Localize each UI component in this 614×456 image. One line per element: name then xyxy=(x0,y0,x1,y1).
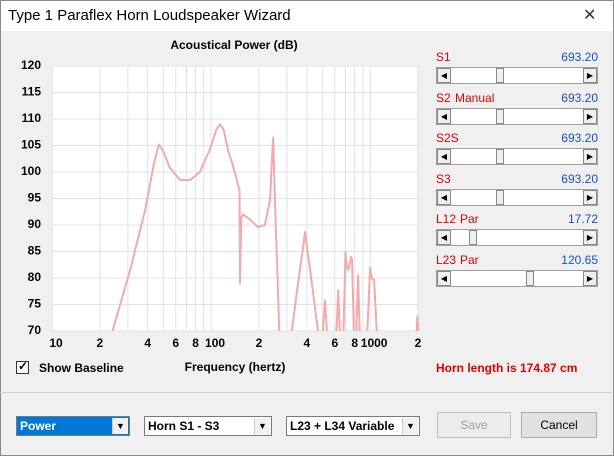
y-tick-label: 110 xyxy=(22,111,42,125)
slider-label: S2 xyxy=(436,90,451,105)
slider-label: S2S xyxy=(436,131,459,145)
curve xyxy=(111,123,419,332)
x-tick-label: 1000 xyxy=(361,336,388,350)
x-tick-label: 4 xyxy=(144,336,151,350)
dropdown-value: Power xyxy=(20,419,57,433)
x-tick-label: 10 xyxy=(49,336,63,350)
dropdown-value: L23 + L34 Variable xyxy=(290,419,395,433)
cancel-button[interactable]: Cancel xyxy=(521,412,597,438)
slider-thumb[interactable] xyxy=(496,68,504,83)
slider-right-arrow[interactable]: ▶ xyxy=(583,68,597,83)
x-axis-label: Frequency (hertz) xyxy=(185,360,286,374)
slider-track[interactable]: ◀ ▶ xyxy=(436,229,598,246)
x-tick-label: 2 xyxy=(97,336,104,350)
dropdown-value: Horn S1 - S3 xyxy=(148,419,220,433)
slider-label: S1 xyxy=(436,50,451,64)
slider-left-arrow[interactable]: ◀ xyxy=(437,108,451,124)
x-tick-label: 4 xyxy=(303,336,310,350)
slider-value: 17.72 xyxy=(567,212,598,226)
slider-mode: Par xyxy=(460,252,479,267)
y-tick-label: 85 xyxy=(28,244,42,258)
x-tick-label: 8 xyxy=(192,336,199,350)
slider-thumb[interactable] xyxy=(526,270,534,286)
slider-left-arrow[interactable]: ◀ xyxy=(437,68,451,83)
y-tick-label: 115 xyxy=(22,85,42,99)
slider-left-arrow[interactable]: ◀ xyxy=(437,189,451,205)
slider-track[interactable]: ◀ ▶ xyxy=(436,188,598,206)
slider-label: S3 xyxy=(436,171,451,186)
dropdown[interactable]: L23 + L34 Variable ▼ xyxy=(286,416,420,436)
slider-mode: Manual xyxy=(455,90,495,105)
separator xyxy=(0,392,612,393)
slider-mode: Par xyxy=(460,212,479,226)
save-button[interactable]: Save xyxy=(437,412,511,438)
slider-right-arrow[interactable]: ▶ xyxy=(583,230,597,245)
dropdown[interactable]: Power ▼ xyxy=(16,416,130,436)
slider-thumb[interactable] xyxy=(496,108,504,124)
x-tick-label: 2 xyxy=(415,336,422,350)
chart-title: Acoustical Power (dB) xyxy=(170,38,297,52)
slider-right-arrow[interactable]: ▶ xyxy=(583,270,597,286)
dropdown-arrow[interactable]: ▼ xyxy=(402,418,418,434)
window-title: Type 1 Paraflex Horn Loudspeaker Wizard xyxy=(8,7,291,24)
slider-track[interactable]: ◀ ▶ xyxy=(436,107,598,125)
dropdown-arrow[interactable]: ▼ xyxy=(112,418,128,434)
slider-value: 120.65 xyxy=(561,252,598,267)
slider-right-arrow[interactable]: ▶ xyxy=(583,108,597,124)
dropdown[interactable]: Horn S1 - S3 ▼ xyxy=(144,416,272,436)
y-tick-label: 95 xyxy=(28,191,42,205)
slider-value: 693.20 xyxy=(561,131,598,145)
y-tick-label: 100 xyxy=(21,164,41,178)
slider-value: 693.20 xyxy=(561,50,598,64)
x-tick-label: 100 xyxy=(205,336,225,350)
x-tick-label: 6 xyxy=(331,336,338,350)
y-tick-label: 105 xyxy=(21,138,41,152)
slider-left-arrow[interactable]: ◀ xyxy=(437,149,451,164)
check-mark: ✓ xyxy=(18,359,29,373)
y-tick-label: 80 xyxy=(28,270,42,284)
slider-track[interactable]: ◀ ▶ xyxy=(436,148,598,165)
x-tick-label: 2 xyxy=(256,336,263,350)
slider-left-arrow[interactable]: ◀ xyxy=(437,230,451,245)
title-bar: Type 1 Paraflex Horn Loudspeaker Wizard … xyxy=(1,1,613,31)
slider-thumb[interactable] xyxy=(496,149,504,164)
y-tick-label: 90 xyxy=(28,217,42,231)
slider-value: 693.20 xyxy=(561,171,598,186)
slider-label: L23 xyxy=(436,252,457,267)
y-tick-label: 70 xyxy=(28,323,42,337)
y-tick-label: 75 xyxy=(28,297,42,311)
slider-left-arrow[interactable]: ◀ xyxy=(437,270,451,286)
slider-track[interactable]: ◀ ▶ xyxy=(436,67,598,84)
dropdown-arrow[interactable]: ▼ xyxy=(254,418,270,434)
slider-value: 693.20 xyxy=(561,90,598,105)
close-button[interactable]: ✕ xyxy=(583,7,597,24)
checkbox[interactable]: ✓ xyxy=(16,359,29,374)
slider-track[interactable]: ◀ ▶ xyxy=(436,269,598,287)
x-tick-label: 8 xyxy=(351,336,358,350)
slider-thumb[interactable] xyxy=(469,230,477,245)
x-tick-label: 6 xyxy=(172,336,179,350)
y-tick-label: 120 xyxy=(21,58,41,72)
checkbox-label[interactable]: Show Baseline xyxy=(39,361,124,375)
slider-right-arrow[interactable]: ▶ xyxy=(583,189,597,205)
slider-label: L12 xyxy=(436,212,457,226)
slider-right-arrow[interactable]: ▶ xyxy=(583,149,597,164)
horn-length: Horn length is 174.87 cm xyxy=(436,361,578,375)
slider-thumb[interactable] xyxy=(496,189,504,205)
